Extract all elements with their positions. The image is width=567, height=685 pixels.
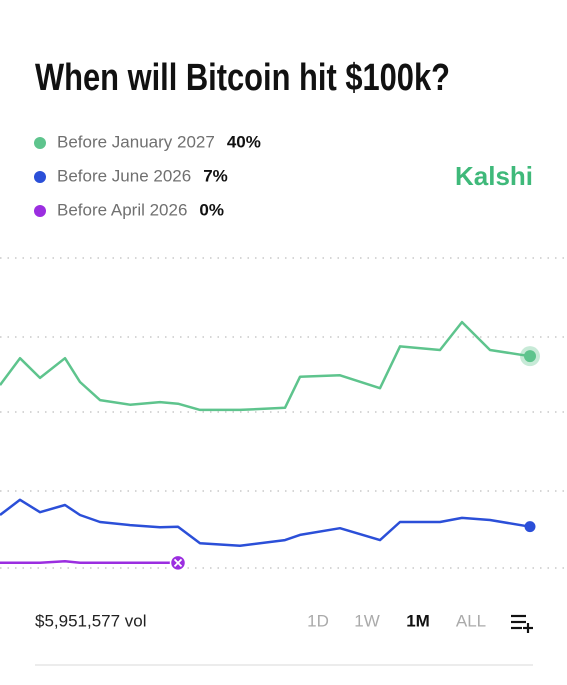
- end-marker: [524, 350, 536, 363]
- legend-dot: [34, 171, 46, 183]
- range-button[interactable]: 1W: [354, 611, 380, 630]
- series-line: [0, 320, 531, 412]
- end-cross: [173, 558, 183, 567]
- legend-value: 7%: [203, 166, 228, 185]
- brand-logo: Kalshi: [455, 161, 533, 191]
- legend-dot: [34, 205, 46, 217]
- grid: [0, 257, 567, 569]
- range-button[interactable]: 1D: [307, 611, 329, 630]
- series-line: [0, 498, 531, 548]
- legend-label: Before January 2027: [57, 132, 215, 151]
- legend-dot: [34, 137, 46, 149]
- legend-label: Before April 2026: [57, 200, 187, 219]
- series-line: [0, 560, 178, 565]
- range-button[interactable]: ALL: [456, 611, 486, 630]
- legend-value: 40%: [227, 132, 261, 151]
- end-marker: [524, 521, 536, 533]
- volume-label: $5,951,577 vol: [35, 611, 147, 630]
- range-button[interactable]: 1M: [406, 611, 430, 630]
- legend-value: 0%: [199, 200, 224, 219]
- chart-title: When will Bitcoin hit $100k?: [35, 57, 450, 99]
- legend-label: Before June 2026: [57, 166, 191, 185]
- range-menu-icon[interactable]: [511, 614, 533, 633]
